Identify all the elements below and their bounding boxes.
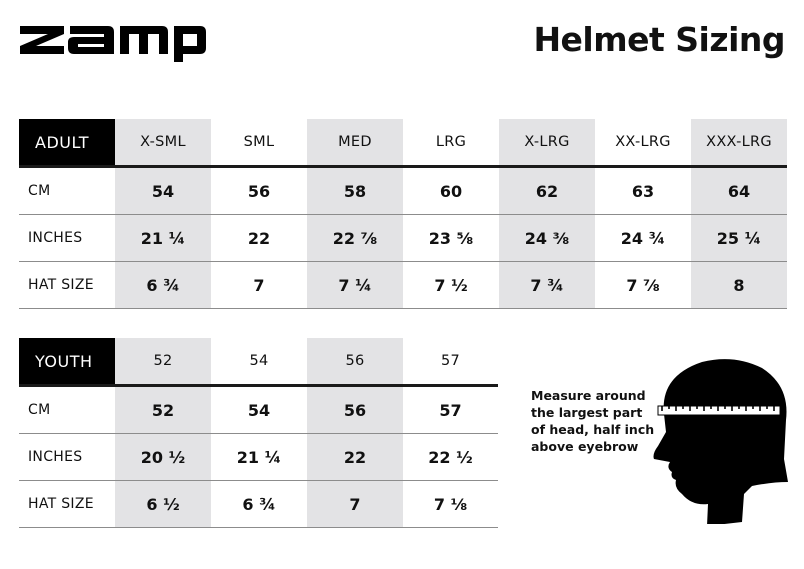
instruction-line: above eyebrow	[531, 439, 639, 454]
table-cell: 20 ½	[115, 433, 211, 481]
table-row: INCHES 21 ¼ 22 22 ⅞ 23 ⅝ 24 ⅜ 24 ¾ 25 ¼	[19, 214, 787, 262]
table-cell: 7	[307, 480, 403, 528]
table-cell: 56	[211, 166, 307, 215]
instruction-line: of head, half inch	[531, 422, 655, 437]
table-cell: 62	[499, 166, 595, 215]
table-cell: 22 ½	[403, 433, 498, 481]
table-cell: 52	[115, 385, 211, 434]
table-cell: 64	[691, 166, 787, 215]
row-label: INCHES	[19, 433, 115, 481]
table-cell: 21 ¼	[115, 214, 211, 262]
table-cell: 7 ⅞	[595, 261, 691, 309]
row-label: CM	[19, 166, 115, 215]
column-header: XXX-LRG	[691, 119, 787, 168]
table-row: HAT SIZE 6 ½ 6 ¾ 7 7 ⅛	[19, 480, 498, 528]
youth-label: YOUTH	[19, 338, 115, 387]
column-header: X-SML	[115, 119, 211, 168]
table-cell: 6 ½	[115, 480, 211, 528]
column-header: 56	[307, 338, 403, 387]
measure-instructions: Measure around the largest part of head,…	[531, 387, 671, 455]
table-cell: 58	[307, 166, 403, 215]
head-measuring-tape-icon	[653, 359, 788, 524]
column-header: 54	[211, 338, 307, 387]
table-header-row: YOUTH 52 54 56 57	[19, 338, 498, 387]
row-label: CM	[19, 385, 115, 434]
column-header: XX-LRG	[595, 119, 691, 168]
table-cell: 22	[307, 433, 403, 481]
page-title: Helmet Sizing	[533, 20, 785, 59]
table-cell: 25 ¼	[691, 214, 787, 262]
table-cell: 7 ½	[403, 261, 499, 309]
table-cell: 7 ⅛	[403, 480, 498, 528]
table-cell: 6 ¾	[211, 480, 307, 528]
table-row: CM 52 54 56 57	[19, 385, 498, 434]
adult-label: ADULT	[19, 119, 115, 168]
row-label: HAT SIZE	[19, 261, 115, 309]
column-header: MED	[307, 119, 403, 168]
table-row: CM 54 56 58 60 62 63 64	[19, 166, 787, 215]
table-cell: 7 ¼	[307, 261, 403, 309]
instruction-line: the largest part	[531, 405, 643, 420]
instruction-line: Measure around	[531, 388, 646, 403]
column-header: 52	[115, 338, 211, 387]
table-cell: 8	[691, 261, 787, 309]
column-header: SML	[211, 119, 307, 168]
column-header: LRG	[403, 119, 499, 168]
table-cell: 57	[403, 385, 498, 434]
zamp-logo	[20, 26, 206, 62]
table-cell: 63	[595, 166, 691, 215]
table-header-row: ADULT X-SML SML MED LRG X-LRG XX-LRG XXX…	[19, 119, 787, 168]
table-cell: 24 ¾	[595, 214, 691, 262]
table-cell: 7 ¾	[499, 261, 595, 309]
table-cell: 23 ⅝	[403, 214, 499, 262]
column-header: X-LRG	[499, 119, 595, 168]
column-header: 57	[403, 338, 498, 387]
row-label: HAT SIZE	[19, 480, 115, 528]
table-cell: 56	[307, 385, 403, 434]
table-cell: 7	[211, 261, 307, 309]
table-cell: 6 ¾	[115, 261, 211, 309]
youth-size-table: YOUTH 52 54 56 57 CM 52 54 56 57 INCHES …	[19, 338, 498, 528]
row-label: INCHES	[19, 214, 115, 262]
table-cell: 60	[403, 166, 499, 215]
table-cell: 54	[115, 166, 211, 215]
table-row: INCHES 20 ½ 21 ¼ 22 22 ½	[19, 433, 498, 481]
table-cell: 24 ⅜	[499, 214, 595, 262]
table-cell: 22 ⅞	[307, 214, 403, 262]
table-row: HAT SIZE 6 ¾ 7 7 ¼ 7 ½ 7 ¾ 7 ⅞ 8	[19, 261, 787, 309]
table-cell: 21 ¼	[211, 433, 307, 481]
table-cell: 54	[211, 385, 307, 434]
adult-size-table: ADULT X-SML SML MED LRG X-LRG XX-LRG XXX…	[19, 119, 787, 309]
table-cell: 22	[211, 214, 307, 262]
